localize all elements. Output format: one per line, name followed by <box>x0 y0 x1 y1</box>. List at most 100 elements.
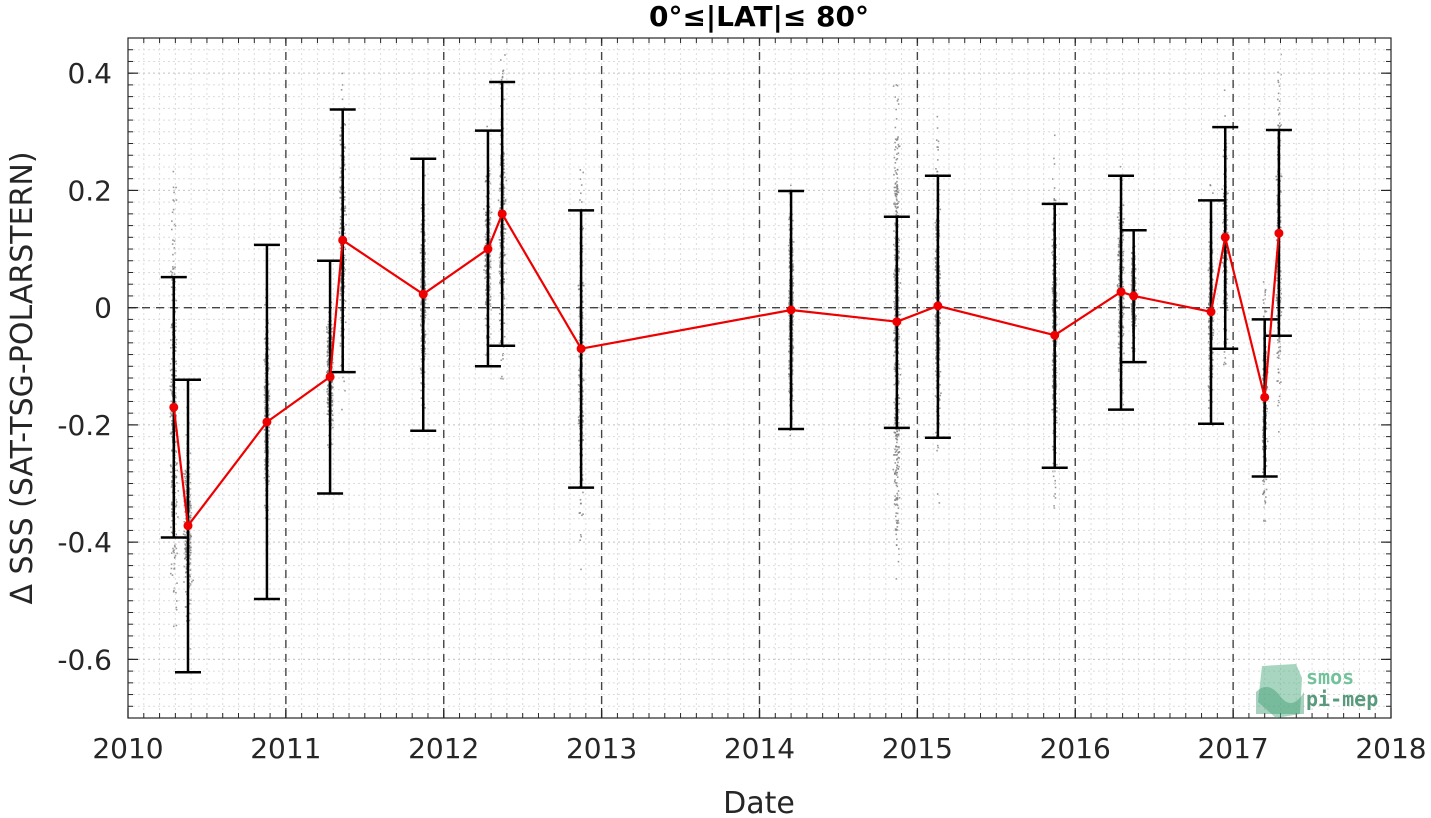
scatter-point <box>340 268 342 270</box>
scatter-point <box>502 70 504 73</box>
scatter-point <box>340 277 342 280</box>
scatter-point <box>325 371 328 374</box>
scatter-point <box>176 582 178 585</box>
scatter-point <box>172 239 174 241</box>
scatter-point <box>339 186 342 189</box>
scatter-point <box>331 414 334 417</box>
scatter-point <box>485 285 488 287</box>
scatter-point <box>264 479 267 481</box>
scatter-point <box>344 147 346 149</box>
scatter-point <box>343 156 346 159</box>
scatter-point <box>792 265 795 268</box>
scatter-point <box>502 251 505 254</box>
scatter-point <box>267 355 270 358</box>
scatter-point <box>184 606 187 608</box>
scatter-point <box>327 444 329 446</box>
scatter-point <box>330 342 333 345</box>
scatter-point <box>504 54 506 56</box>
scatter-point <box>176 469 179 472</box>
scatter-point <box>268 430 270 432</box>
scatter-point <box>424 340 426 343</box>
scatter-point <box>424 288 426 290</box>
scatter-point <box>488 273 491 275</box>
scatter-point <box>499 252 502 254</box>
scatter-point <box>582 513 584 515</box>
scatter-point <box>268 367 270 370</box>
scatter-point <box>175 343 177 345</box>
scatter-point <box>580 535 583 538</box>
scatter-point <box>330 301 333 304</box>
scatter-point <box>175 199 178 201</box>
scatter-point <box>788 382 791 384</box>
scatter-point <box>188 510 191 512</box>
scatter-point <box>268 348 271 351</box>
scatter-point <box>485 233 487 236</box>
scatter-point <box>175 547 178 550</box>
scatter-point <box>581 424 584 427</box>
scatter-point <box>788 366 791 369</box>
scatter-point <box>264 385 267 388</box>
scatter-point <box>420 286 422 289</box>
scatter-point <box>424 316 427 319</box>
scatter-point <box>580 568 582 571</box>
scatter-point <box>326 351 329 354</box>
scatter-point <box>484 269 487 272</box>
scatter-point <box>190 546 192 549</box>
scatter-point <box>344 389 346 392</box>
scatter-point <box>503 165 505 167</box>
scatter-point <box>175 624 178 627</box>
scatter-point <box>175 600 178 602</box>
scatter-point <box>174 330 176 332</box>
scatter-point <box>330 323 333 326</box>
scatter-point <box>174 224 177 227</box>
scatter-point <box>343 380 345 383</box>
scatter-point <box>326 397 329 399</box>
scatter-point <box>169 385 172 388</box>
scatter-point <box>488 238 491 240</box>
scatter-point <box>327 337 329 340</box>
scatter-point <box>420 308 422 310</box>
scatter-point <box>344 191 346 194</box>
scatter-point <box>791 301 794 303</box>
scatter-point <box>332 386 334 389</box>
scatter-point <box>268 475 270 478</box>
scatter-point <box>579 498 582 501</box>
scatter-point <box>788 257 791 259</box>
scatter-point <box>788 388 791 390</box>
scatter-point <box>326 363 329 366</box>
scatter-point <box>175 606 178 609</box>
scatter-point <box>175 441 177 444</box>
scatter-point <box>170 471 173 474</box>
scatter-point <box>170 381 173 384</box>
scatter-point <box>327 409 330 412</box>
scatter-point <box>184 473 187 475</box>
scatter-point <box>185 556 188 558</box>
scatter-point <box>344 232 346 235</box>
scatter-point <box>894 141 896 144</box>
scatter-point <box>499 292 502 294</box>
scatter-point <box>188 547 191 550</box>
scatter-point <box>498 256 501 259</box>
scatter-point <box>502 171 505 174</box>
scatter-point <box>488 210 491 212</box>
scatter-point <box>182 533 185 535</box>
scatter-point <box>423 234 426 236</box>
scatter-point <box>340 281 343 284</box>
scatter-point <box>185 591 187 593</box>
scatter-point <box>188 602 191 605</box>
scatter-point <box>791 390 794 392</box>
scatter-point <box>184 481 186 484</box>
scatter-point <box>582 171 585 174</box>
scatter-point <box>485 298 488 300</box>
scatter-point <box>488 285 491 288</box>
scatter-point <box>170 432 173 435</box>
scatter-point <box>190 504 192 507</box>
scatter-point <box>267 370 270 372</box>
scatter-point <box>267 451 270 453</box>
scatter-point <box>344 124 347 126</box>
scatter-point <box>499 206 502 209</box>
scatter-point <box>327 390 330 392</box>
scatter-point <box>419 367 422 370</box>
scatter-point <box>420 277 423 280</box>
scatter-point <box>175 346 177 349</box>
